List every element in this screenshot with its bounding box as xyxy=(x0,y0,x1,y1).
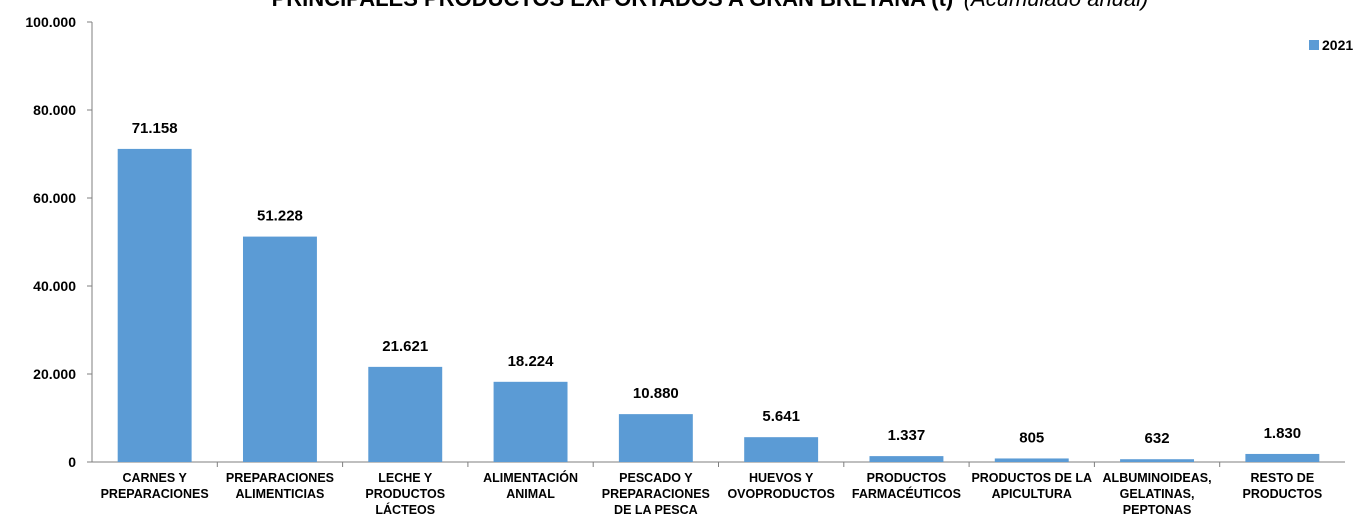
x-category-line: PRODUCTOS xyxy=(1243,487,1323,501)
x-category-label: PREPARACIONES ALIMENTICIAS xyxy=(226,471,334,501)
data-label: 805 xyxy=(1019,429,1044,446)
bar xyxy=(869,456,944,462)
bar xyxy=(242,236,317,462)
x-category-line: HUEVOS Y xyxy=(749,471,814,485)
y-axis-ticks: 0 20.000 40.000 60.000 80.000 100.000 xyxy=(25,14,92,470)
data-label: 5.641 xyxy=(762,408,800,425)
x-category-line: PRODUCTOS xyxy=(867,471,947,485)
x-category-label: LECHE Y PRODUCTOS LÁCTEOS xyxy=(365,471,445,517)
x-category-line: ALIMENTICIAS xyxy=(236,487,325,501)
x-category-label: PRODUCTOS DE LA APICULTURA xyxy=(971,471,1092,501)
bar xyxy=(1120,459,1195,462)
x-category-line: DE LA PESCA xyxy=(614,503,698,517)
bar xyxy=(1245,453,1320,462)
x-category-line: PRODUCTOS DE LA xyxy=(971,471,1092,485)
data-label: 71.158 xyxy=(132,120,178,137)
y-tick-label: 80.000 xyxy=(33,102,76,118)
data-label: 1.337 xyxy=(888,427,926,444)
x-category-line: APICULTURA xyxy=(992,487,1072,501)
y-tick-label: 40.000 xyxy=(33,278,76,294)
chart-title-main: PRINCIPALES PRODUCTOS EXPORTADOS A GRAN … xyxy=(272,0,954,11)
y-tick-label: 100.000 xyxy=(25,14,76,30)
x-axis-categories: CARNES Y PREPARACIONES PREPARACIONES ALIMEN… xyxy=(101,470,1323,517)
y-tick-label: 60.000 xyxy=(33,190,76,206)
x-category-label: CARNES Y PREPARACIONES xyxy=(101,471,209,501)
bar xyxy=(117,148,192,463)
y-tick-label: 0 xyxy=(68,454,76,470)
legend-label: 2021 xyxy=(1322,37,1353,53)
x-category-line: PEPTONAS xyxy=(1123,503,1192,517)
data-label: 21.621 xyxy=(382,338,428,355)
x-category-line: LÁCTEOS xyxy=(375,502,435,517)
data-label: 18.224 xyxy=(508,353,555,370)
data-label: 632 xyxy=(1145,430,1170,447)
bar xyxy=(744,437,819,462)
x-category-label: RESTO DE PRODUCTOS xyxy=(1243,471,1323,501)
x-category-label: ALBUMINOIDEAS, GELATINAS, PEPTONAS xyxy=(1103,471,1212,517)
x-category-line: PREPARACIONES xyxy=(101,487,209,501)
x-category-line: OVOPRODUCTOS xyxy=(727,487,834,501)
x-category-label: ALIMENTACIÓN ANIMAL xyxy=(483,470,578,501)
x-category-line: GELATINAS, xyxy=(1120,487,1195,501)
x-category-label: PRODUCTOS FARMACÉUTICOS xyxy=(852,471,961,501)
x-category-line: PREPARACIONES xyxy=(226,471,334,485)
x-category-line: PRODUCTOS xyxy=(365,487,445,501)
x-category-line: PESCADO Y xyxy=(619,471,693,485)
data-label: 51.228 xyxy=(257,208,303,225)
x-category-line: RESTO DE xyxy=(1251,471,1315,485)
y-tick-label: 20.000 xyxy=(33,366,76,382)
bars xyxy=(117,148,1320,463)
x-category-line: CARNES Y xyxy=(122,471,187,485)
bar xyxy=(618,414,693,462)
chart-subtitle: (Acumulado anual) xyxy=(964,0,1149,11)
legend-swatch xyxy=(1309,40,1319,50)
x-category-line: ANIMAL xyxy=(506,487,555,501)
chart-title: PRINCIPALES PRODUCTOS EXPORTADOS A GRAN … xyxy=(272,0,1149,11)
bar xyxy=(368,366,443,462)
x-category-line: ALIMENTACIÓN xyxy=(483,470,578,485)
x-category-label: HUEVOS Y OVOPRODUCTOS xyxy=(727,471,834,501)
bar xyxy=(493,381,568,462)
x-category-line: PREPARACIONES xyxy=(602,487,710,501)
x-category-line: FARMACÉUTICOS xyxy=(852,486,961,501)
bar xyxy=(994,458,1069,462)
data-label: 1.830 xyxy=(1264,425,1302,442)
x-category-label: PESCADO Y PREPARACIONES DE LA PESCA xyxy=(602,471,710,517)
legend: 2021 xyxy=(1309,37,1353,53)
data-labels: 71.158 51.228 21.621 18.224 10.880 5.641 1.337… xyxy=(132,120,1301,447)
x-category-line: ALBUMINOIDEAS, xyxy=(1103,471,1212,485)
x-category-line: LECHE Y xyxy=(378,471,433,485)
data-label: 10.880 xyxy=(633,385,679,402)
